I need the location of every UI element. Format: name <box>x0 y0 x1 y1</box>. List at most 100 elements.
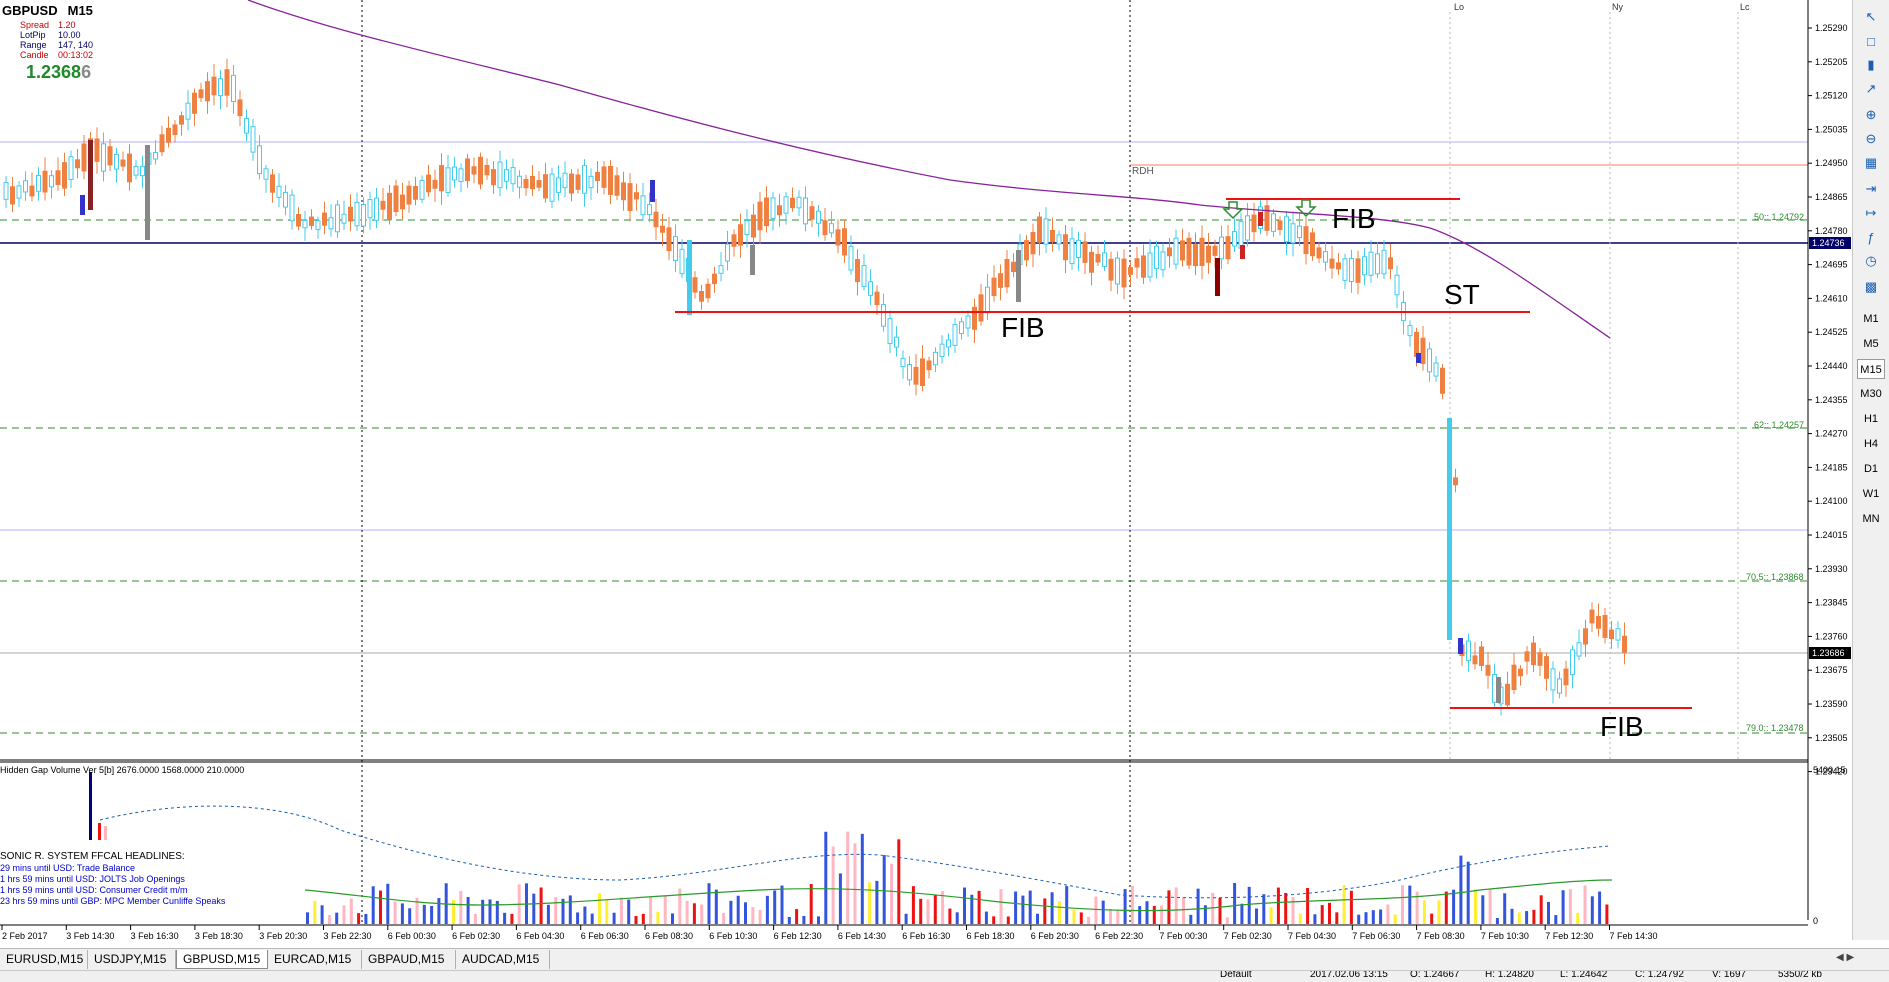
tab-usdjpy[interactable]: USDJPY,M15 <box>88 950 176 969</box>
volume-bar <box>773 890 777 924</box>
status-volume: V: 1697 <box>1712 970 1747 980</box>
candle-body <box>504 169 509 182</box>
candle-body <box>1206 245 1211 263</box>
candle-body <box>237 99 243 117</box>
volume-bar <box>1014 891 1018 924</box>
candle-body-marked <box>1215 258 1220 296</box>
price-tick-label: 1.25290 <box>1815 23 1848 33</box>
volume-bar <box>1598 891 1602 924</box>
bar-chart-icon[interactable]: □ <box>1867 33 1875 49</box>
candle-body <box>946 339 951 348</box>
candle-body <box>1316 247 1322 259</box>
tab-gbpaud[interactable]: GBPAUD,M15 <box>362 950 456 969</box>
candle-body <box>1609 629 1614 640</box>
candle-body <box>1570 649 1575 676</box>
volume-bar <box>1503 893 1507 924</box>
tile-windows-icon[interactable]: ▦ <box>1864 155 1878 170</box>
timeframe-mn[interactable]: MN <box>1862 513 1880 525</box>
volume-bar <box>379 890 382 924</box>
candle-body <box>718 265 724 274</box>
timeframe-m15[interactable]: M15 <box>1857 359 1885 379</box>
volume-bar <box>692 903 696 924</box>
candle-body <box>627 183 633 212</box>
line-chart-icon[interactable]: ↗ <box>1865 81 1877 96</box>
candle-body <box>894 336 899 348</box>
candle-body-large <box>1447 418 1452 640</box>
indicator-axis-min: 0 <box>1813 916 1818 926</box>
volume-bar <box>1065 886 1069 924</box>
autoscroll-icon[interactable]: ↦ <box>1865 205 1877 220</box>
periods-icon[interactable]: ◷ <box>1865 253 1877 268</box>
candle-body <box>1264 205 1270 231</box>
candle-body <box>1596 616 1601 629</box>
cursor-icon[interactable]: ↖ <box>1865 9 1877 24</box>
candle-body <box>426 174 431 193</box>
timeframe-w1[interactable]: W1 <box>1862 488 1880 500</box>
candle-body <box>406 185 412 205</box>
candle-body <box>1290 223 1296 244</box>
scroll-icon[interactable]: ⇥ <box>1865 181 1877 196</box>
candle-body <box>10 186 15 205</box>
volume-bar <box>1130 885 1134 924</box>
candle-body <box>315 220 321 231</box>
candle-body <box>1440 367 1445 394</box>
candle-body <box>770 197 776 219</box>
candle-body <box>309 216 314 226</box>
tab-eurcad[interactable]: EURCAD,M15 <box>268 950 362 969</box>
candle-body <box>1134 258 1140 268</box>
volume-bar <box>452 900 455 924</box>
candle-body-marked <box>1016 250 1021 302</box>
candle-body <box>1180 240 1185 261</box>
candle-body <box>1479 646 1484 666</box>
candle-body <box>738 224 743 246</box>
candle-body-marked <box>1240 245 1245 259</box>
candle-body <box>1342 258 1348 281</box>
indicators-icon[interactable]: ƒ <box>1867 229 1875 245</box>
candle-body-marked <box>650 180 655 202</box>
candle-chart-icon[interactable]: ▮ <box>1867 57 1875 72</box>
time-tick-label: 6 Feb 02:30 <box>452 931 500 941</box>
candle-body <box>614 175 620 196</box>
candle-body <box>1472 655 1478 665</box>
volume-bar <box>568 895 572 924</box>
timeframe-m30[interactable]: M30 <box>1860 388 1882 400</box>
candle-body <box>1141 255 1146 278</box>
tab-audcad[interactable]: AUDCAD,M15 <box>456 950 550 969</box>
candle-body <box>848 245 854 271</box>
volume-bar <box>1174 887 1178 924</box>
timeframe-h4[interactable]: H4 <box>1863 438 1879 450</box>
big-price: 1.23686 <box>26 62 91 82</box>
volume-bar <box>459 890 463 924</box>
volume-bar <box>473 913 477 924</box>
tab-eurusd[interactable]: EURUSD,M15 <box>0 950 88 969</box>
timeframe-m5[interactable]: M5 <box>1863 338 1879 350</box>
candle-body <box>1310 232 1315 257</box>
price-tick-label: 1.24355 <box>1815 395 1848 405</box>
candle-body <box>341 213 347 224</box>
tab-gbpusd[interactable]: GBPUSD,M15 <box>176 950 268 969</box>
timeframe-m1[interactable]: M1 <box>1863 313 1879 325</box>
chart-area[interactable]: GBPUSD M15 Spread 1.20 LotPip 10.00 Range 14… <box>0 0 1852 948</box>
candle-body <box>842 228 847 256</box>
timeframe-d1[interactable]: D1 <box>1863 463 1879 475</box>
templates-icon[interactable]: ▩ <box>1864 279 1878 294</box>
tab-scroll-arrows[interactable]: ◀ ▶ <box>1836 952 1855 963</box>
zoom-out-icon[interactable]: ⊖ <box>1865 131 1877 146</box>
price-tick-label: 1.23675 <box>1815 665 1848 675</box>
candle-body <box>1232 231 1237 247</box>
timeframe-h1[interactable]: H1 <box>1863 413 1879 425</box>
volume-bar <box>1189 914 1193 924</box>
candle-body <box>1427 348 1432 373</box>
candle-body <box>1362 256 1367 276</box>
volume-bar <box>970 894 974 924</box>
candle-body <box>55 170 61 186</box>
volume-bar <box>408 908 412 924</box>
volume-bar <box>1225 917 1229 924</box>
volume-bar <box>868 882 872 924</box>
volume-bar <box>1072 909 1076 924</box>
candle-body <box>809 206 815 220</box>
zoom-in-icon[interactable]: ⊕ <box>1865 107 1877 122</box>
candle-body <box>1108 258 1114 281</box>
candle-body <box>959 321 964 334</box>
time-tick-label: 6 Feb 22:30 <box>1095 931 1143 941</box>
